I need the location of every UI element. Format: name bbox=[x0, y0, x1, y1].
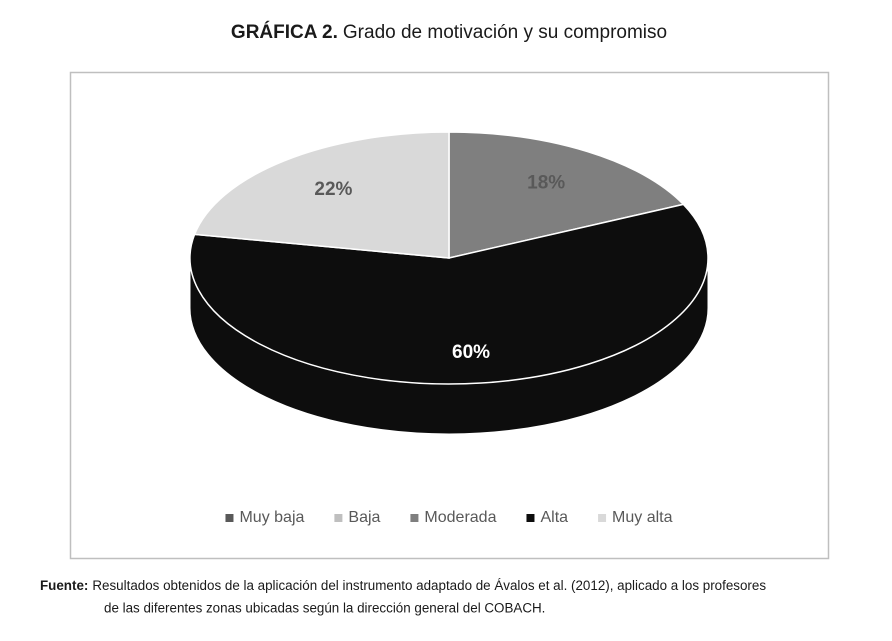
pie-slice bbox=[193, 131, 450, 259]
legend-label: Muy baja bbox=[239, 509, 304, 526]
pie-slice bbox=[448, 131, 685, 259]
source-label: Fuente: bbox=[40, 578, 88, 593]
pie-slice bbox=[189, 203, 709, 385]
source-line: de las diferentes zonas ubicadas según l… bbox=[104, 601, 545, 616]
legend-swatch bbox=[334, 514, 343, 522]
legend-label: Baja bbox=[348, 509, 380, 526]
title-text: Grado de motivación y su compromiso bbox=[343, 22, 667, 43]
chart-frame bbox=[69, 71, 830, 560]
chart-title: GRÁFICA 2. Grado de motivación y su compr… bbox=[231, 21, 667, 43]
pie: 18% 60% 22% bbox=[189, 131, 709, 435]
legend-swatch bbox=[598, 514, 607, 522]
data-label: 22% bbox=[314, 179, 352, 200]
legend-label: Moderada bbox=[424, 509, 496, 526]
legend: Muy baja Baja Moderada Alta Muy alta bbox=[225, 509, 673, 526]
legend-label: Muy alta bbox=[612, 509, 673, 526]
legend-swatch bbox=[410, 514, 419, 522]
data-label: 60% bbox=[452, 342, 490, 363]
legend-swatch bbox=[526, 514, 535, 522]
source-line: Resultados obtenidos de la aplicación de… bbox=[92, 578, 766, 593]
source-note: Fuente: Resultados obtenidos de la aplica… bbox=[40, 578, 766, 593]
legend-swatch bbox=[225, 514, 234, 522]
legend-label: Alta bbox=[540, 509, 568, 526]
data-label: 18% bbox=[527, 173, 565, 194]
title-label: GRÁFICA 2. bbox=[231, 21, 338, 43]
